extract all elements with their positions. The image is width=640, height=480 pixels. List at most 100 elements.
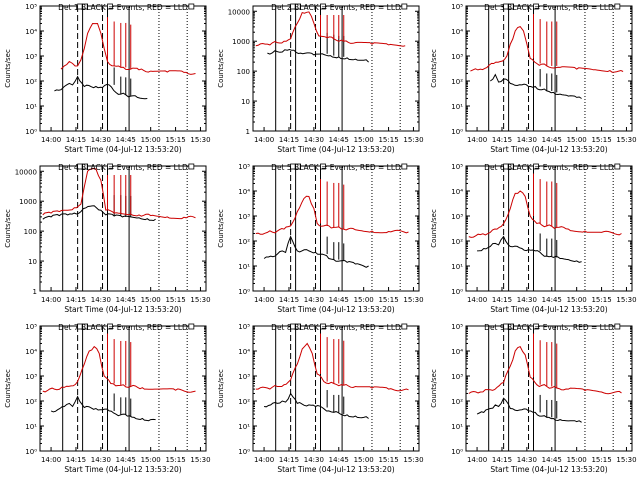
y-axis-label: Counts/sec (4, 369, 12, 408)
y-tick-label: 10⁴ (238, 188, 250, 196)
marker-flag (508, 323, 515, 330)
x-tick-label: 14:30 (304, 136, 324, 144)
y-tick-label: 10³ (238, 213, 250, 221)
x-tick-label: 14:45 (329, 296, 349, 304)
y-tick-label: 10² (238, 238, 250, 246)
y-tick-label: 10⁰ (451, 448, 463, 456)
x-axis-label: Start Time (04-Jul-12 13:53:20) (64, 305, 181, 314)
y-axis-label: Counts/sec (430, 369, 438, 408)
x-tick-label: 14:15 (279, 136, 299, 144)
x-tick-label: 15:00 (567, 456, 587, 464)
x-tick-label: 15:15 (165, 456, 185, 464)
marker-flag (614, 163, 621, 170)
y-tick-label: 10⁵ (25, 323, 37, 331)
x-axis-label: Start Time (04-Jul-12 13:53:20) (490, 145, 607, 154)
x-tick-label: 15:00 (141, 296, 161, 304)
y-axis-label: Counts/sec (217, 209, 225, 248)
y-tick-label: 10¹ (25, 423, 37, 431)
x-axis-label: Start Time (04-Jul-12 13:53:20) (64, 465, 181, 474)
series-events-line (477, 235, 582, 263)
x-tick-label: 14:30 (91, 456, 111, 464)
y-tick-label: 10³ (25, 373, 37, 381)
y-tick-label: 10⁰ (25, 448, 37, 456)
y-tick-label: 10⁴ (25, 348, 37, 356)
x-tick-label: 14:45 (116, 296, 136, 304)
y-tick-label: 10⁵ (451, 3, 463, 11)
series-events-line (267, 48, 369, 63)
marker-flag (295, 163, 302, 170)
panel-title: Det 5 BLACK = Events, RED = LLD (271, 163, 401, 172)
marker-flag (295, 323, 302, 330)
x-tick-label: 14:45 (116, 136, 136, 144)
series-events-line (264, 392, 369, 419)
x-tick-label: 14:30 (304, 296, 324, 304)
panel-title: Det 2 BLACK = Events, RED = LLD (271, 3, 401, 12)
y-tick-label: 10⁰ (25, 128, 37, 136)
x-tick-label: 15:30 (190, 456, 210, 464)
marker-flag (188, 163, 195, 170)
y-tick-label: 10¹ (238, 263, 250, 271)
marker-flag (614, 3, 621, 10)
plot-frame (39, 5, 207, 132)
x-tick-label: 15:15 (165, 136, 185, 144)
x-tick-label: 14:00 (467, 296, 487, 304)
x-tick-label: 15:30 (403, 456, 423, 464)
x-tick-label: 14:30 (91, 296, 111, 304)
panel-title: Det 9 BLACK = Events, RED = LLD (484, 323, 614, 332)
y-tick-label: 1 (246, 128, 250, 136)
x-tick-label: 15:15 (591, 136, 611, 144)
marker-flag (614, 323, 621, 330)
marker-flag (533, 323, 539, 330)
y-tick-label: 100 (24, 228, 37, 236)
panel-det-7: 10⁰ 10¹ 10² 10³ 10⁴ 10⁵ 14:00 14:15 14:30 14:45 15… (4, 323, 211, 474)
plot-frame (465, 165, 633, 292)
x-axis-label: Start Time (04-Jul-12 13:53:20) (277, 145, 394, 154)
x-tick-label: 15:00 (354, 456, 374, 464)
x-tick-label: 14:00 (467, 456, 487, 464)
y-axis-label: Counts/sec (4, 209, 12, 248)
panel-det-5: 10⁰ 10¹ 10² 10³ 10⁴ 10⁵ 14:00 14:15 14:30 14:45 15… (217, 163, 424, 314)
y-tick-label: 10⁵ (25, 3, 37, 11)
x-tick-label: 14:15 (66, 136, 86, 144)
panel-title: Det 4 BLACK = Events, RED = LLD (58, 163, 188, 172)
marker-flag (188, 3, 195, 10)
x-tick-label: 14:15 (492, 456, 512, 464)
panel-title: Det 6 BLACK = Events, RED = LLD (484, 163, 614, 172)
marker-flag (82, 3, 89, 10)
y-tick-label: 10³ (451, 53, 463, 61)
y-tick-label: 10000 (15, 168, 37, 176)
y-tick-label: 10² (25, 78, 37, 86)
x-tick-label: 15:00 (354, 136, 374, 144)
y-tick-label: 1000 (232, 38, 250, 46)
y-axis-label: Counts/sec (217, 369, 225, 408)
x-tick-label: 15:15 (165, 296, 185, 304)
y-tick-label: 10² (25, 398, 37, 406)
x-tick-label: 14:00 (254, 136, 274, 144)
y-tick-label: 10⁴ (25, 28, 37, 36)
y-tick-label: 10⁴ (451, 188, 463, 196)
y-tick-label: 10¹ (451, 103, 463, 111)
y-tick-label: 10² (451, 238, 463, 246)
series-events-line (490, 73, 582, 99)
marker-flag (107, 323, 113, 330)
marker-flag (320, 3, 326, 10)
y-tick-label: 10³ (25, 53, 37, 61)
series-lld-line (255, 11, 406, 47)
series-events-line (476, 397, 582, 423)
series-lld-line (255, 342, 409, 392)
marker-flag (533, 3, 539, 10)
x-tick-label: 14:45 (116, 456, 136, 464)
x-tick-label: 14:45 (329, 456, 349, 464)
x-tick-label: 14:30 (517, 136, 537, 144)
panel-det-6: 10⁰ 10¹ 10² 10³ 10⁴ 10⁵ 14:00 14:15 14:30 14:45 15… (430, 163, 637, 314)
x-tick-label: 14:30 (517, 456, 537, 464)
y-tick-label: 10³ (451, 373, 463, 381)
marker-flag (188, 323, 195, 330)
marker-flag (295, 3, 302, 10)
y-tick-label: 10¹ (451, 263, 463, 271)
x-tick-label: 15:30 (616, 456, 636, 464)
x-axis-label: Start Time (04-Jul-12 13:53:20) (490, 305, 607, 314)
y-tick-label: 10⁵ (238, 323, 250, 331)
plot-frame (39, 325, 207, 452)
y-axis-label: Counts/sec (4, 49, 12, 88)
